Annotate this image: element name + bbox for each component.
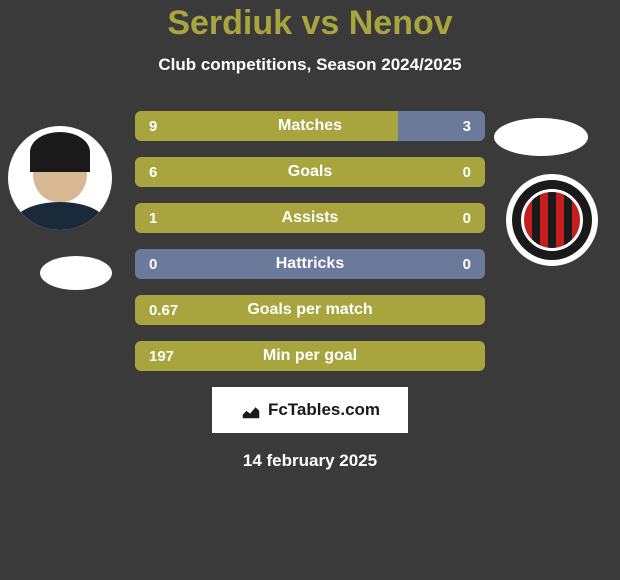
bar-value-left: 1 [149, 203, 157, 233]
bar-value-left: 6 [149, 157, 157, 187]
bar-segment-left [135, 157, 485, 187]
bar-value-right: 0 [463, 203, 471, 233]
branding-badge: FcTables.com [212, 387, 408, 433]
player2-flag-icon [494, 118, 588, 156]
bar-track [135, 341, 485, 371]
bar-track [135, 157, 485, 187]
player1-avatar [8, 126, 112, 230]
bar-value-left: 0.67 [149, 295, 178, 325]
bar-value-right: 0 [463, 157, 471, 187]
bar-segment-left [135, 295, 485, 325]
bar-track [135, 111, 485, 141]
bar-row: 197Min per goal [135, 341, 485, 371]
bar-segment-left [135, 341, 485, 371]
date-label: 14 february 2025 [0, 451, 620, 471]
bar-segment-left [135, 203, 485, 233]
bar-value-left: 0 [149, 249, 157, 279]
branding-text: FcTables.com [268, 400, 380, 420]
page-subtitle: Club competitions, Season 2024/2025 [0, 55, 620, 75]
bar-row: 10Assists [135, 203, 485, 233]
chart-icon [240, 399, 262, 421]
bar-segment-right [398, 111, 486, 141]
bar-row: 0.67Goals per match [135, 295, 485, 325]
page-title: Serdiuk vs Nenov [0, 4, 620, 43]
comparison-bars: 93Matches60Goals10Assists00Hattricks0.67… [135, 111, 485, 371]
bar-segment-right [310, 249, 485, 279]
bar-track [135, 249, 485, 279]
bar-value-left: 197 [149, 341, 174, 371]
bar-row: 00Hattricks [135, 249, 485, 279]
bar-value-left: 9 [149, 111, 157, 141]
bar-track [135, 203, 485, 233]
bar-segment-left [135, 111, 398, 141]
bar-value-right: 3 [463, 111, 471, 141]
bar-row: 93Matches [135, 111, 485, 141]
player1-flag-icon [40, 256, 112, 290]
bar-value-right: 0 [463, 249, 471, 279]
bar-segment-left [135, 249, 310, 279]
bar-row: 60Goals [135, 157, 485, 187]
bar-track [135, 295, 485, 325]
player2-club-logo-icon [506, 174, 598, 266]
root: Serdiuk vs Nenov Club competitions, Seas… [0, 0, 620, 580]
